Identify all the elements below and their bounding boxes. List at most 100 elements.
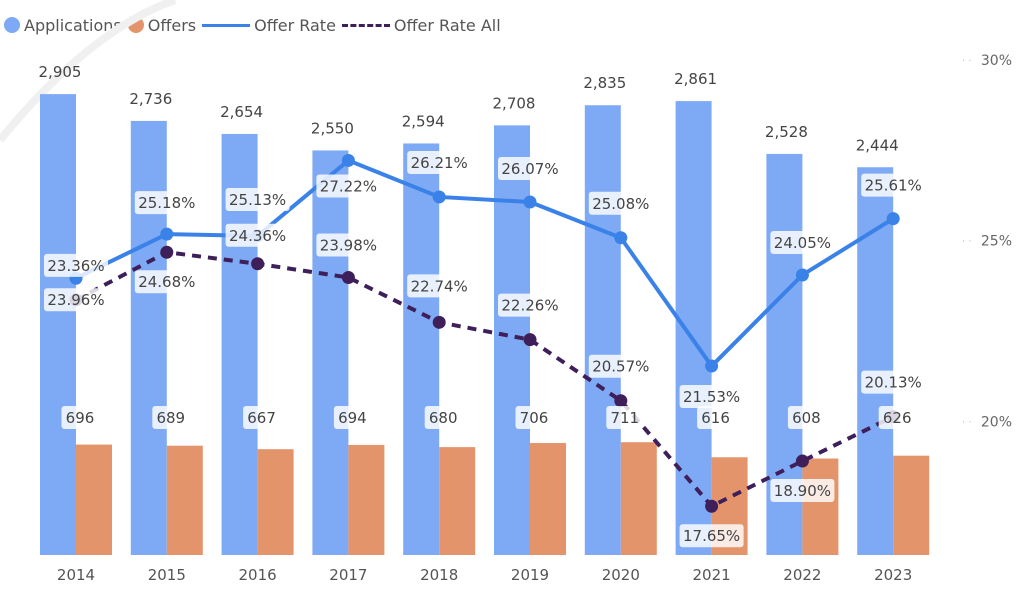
x-tick-label-2023: 2023 <box>874 566 912 584</box>
bar-offers-2015[interactable] <box>166 445 203 555</box>
data-label-offer-rate-2018: 26.21% <box>411 154 468 172</box>
y-right-tick-mark-0: · · <box>962 56 972 67</box>
data-label-offer-rate-2020-bg <box>588 191 653 215</box>
data-label-offer-rate-all-2018: 22.74% <box>411 277 468 295</box>
data-label-offer-rate-2016: 25.13% <box>229 191 286 209</box>
data-label-applications-2020: 2,835 <box>583 74 626 92</box>
data-label-offer-rate-all-2019: 22.26% <box>501 297 558 315</box>
x-tick-label-2022: 2022 <box>783 566 821 584</box>
data-label-offer-rate-all-2016-bg <box>225 223 290 247</box>
point-offer-rate-all-2019[interactable] <box>523 333 537 347</box>
legend-label-offer-rate-all: Offer Rate All <box>393 15 501 35</box>
y-right-tick-label-1: 25% <box>981 234 1012 250</box>
line-offer-rate[interactable] <box>75 158 895 369</box>
data-label-applications-2022: 2,528 <box>765 123 808 141</box>
bar-offers-2017[interactable] <box>348 444 385 555</box>
data-label-offer-rate-2023: 25.61% <box>865 177 922 195</box>
data-label-offer-rate-all-2021: 17.65% <box>683 527 740 545</box>
bar-offers-2023[interactable] <box>893 455 930 555</box>
legend: Applications Offers Offer Rate Offer Rat… <box>4 12 507 38</box>
data-label-offer-rate-2017: 27.22% <box>320 177 377 195</box>
data-label-offer-rate-2018-bg <box>407 150 472 174</box>
data-label-offers-2014: 696 <box>66 409 95 427</box>
point-offer-rate-all-2015[interactable] <box>160 245 174 259</box>
y-right-tick-mark-1: · · <box>962 237 972 248</box>
bar-applications-2018[interactable] <box>403 143 440 556</box>
data-label-applications-2019: 2,708 <box>493 94 536 112</box>
data-label-applications-2018: 2,594 <box>402 112 445 130</box>
line-offer-rate-all[interactable] <box>75 250 895 509</box>
bar-offers-2019[interactable] <box>530 442 566 555</box>
data-label-offers-2014-bg <box>61 406 99 429</box>
point-offer-rate-2015[interactable] <box>160 227 174 241</box>
bar-applications-2020[interactable] <box>584 105 621 556</box>
point-offer-rate-2017[interactable] <box>341 153 355 167</box>
data-label-offer-rate-2021: 21.53% <box>683 388 740 406</box>
watermark-arc <box>0 0 177 143</box>
data-label-applications-2016: 2,654 <box>220 103 263 121</box>
legend-item-offer-rate-all[interactable]: Offer Rate All <box>341 15 501 35</box>
data-label-offer-rate-all-2017-bg <box>316 233 381 257</box>
data-label-offer-rate-all-2017: 23.98% <box>320 237 377 255</box>
point-offer-rate-all-2022[interactable] <box>795 454 809 468</box>
point-offer-rate-2020[interactable] <box>614 231 628 245</box>
point-offer-rate-2023[interactable] <box>886 212 900 226</box>
data-label-offer-rate-2014: 23.96% <box>47 291 104 309</box>
point-offer-rate-all-2016[interactable] <box>251 257 265 271</box>
bar-applications-2023[interactable] <box>857 167 894 555</box>
bar-applications-2021[interactable] <box>675 101 712 556</box>
point-offer-rate-2019[interactable] <box>523 195 537 209</box>
data-label-offer-rate-2019-bg <box>498 156 562 180</box>
data-label-offer-rate-all-2016: 24.36% <box>229 227 286 245</box>
data-label-offers-2016-bg <box>243 406 281 429</box>
data-label-offer-rate-all-2015: 24.68% <box>138 273 195 291</box>
data-label-offers-2020: 711 <box>610 409 639 427</box>
legend-item-applications[interactable]: Applications <box>4 16 122 35</box>
point-offer-rate-2021[interactable] <box>705 359 719 373</box>
y-right-tick-mark-2: · · <box>962 417 972 428</box>
data-label-offer-rate-2015: 25.18% <box>138 194 195 212</box>
point-offer-rate-2018[interactable] <box>432 190 446 204</box>
data-label-offer-rate-all-2022-bg <box>770 479 835 503</box>
bar-applications-2014[interactable] <box>40 94 76 555</box>
bar-offers-2016[interactable] <box>257 449 294 555</box>
point-offer-rate-all-2017[interactable] <box>341 271 355 285</box>
bar-offers-2022[interactable] <box>802 458 839 555</box>
data-label-applications-2021: 2,861 <box>674 70 717 88</box>
data-label-offer-rate-2019: 26.07% <box>501 160 558 178</box>
bar-offers-2014[interactable] <box>76 444 112 555</box>
data-label-offer-rate-all-2020: 20.57% <box>592 358 649 376</box>
x-tick-label-2020: 2020 <box>602 566 640 584</box>
data-label-offers-2019-bg <box>515 406 553 429</box>
point-offer-rate-all-2020[interactable] <box>614 394 628 408</box>
data-label-offers-2016: 667 <box>247 409 276 427</box>
data-label-offers-2020-bg <box>606 406 644 429</box>
bar-offers-2020[interactable] <box>620 442 657 555</box>
data-label-offer-rate-2015-bg <box>134 191 199 215</box>
point-offer-rate-all-2021[interactable] <box>705 499 719 513</box>
x-tick-label-2021: 2021 <box>693 566 731 584</box>
x-tick-label-2018: 2018 <box>420 566 458 584</box>
data-label-offers-2015-bg <box>152 406 190 429</box>
bar-applications-2017[interactable] <box>312 150 349 556</box>
x-tick-label-2016: 2016 <box>239 566 277 584</box>
point-offer-rate-2022[interactable] <box>795 268 809 282</box>
data-label-applications-2014: 2,905 <box>39 63 82 81</box>
bar-offers-2018[interactable] <box>439 447 476 555</box>
x-tick-label-2019: 2019 <box>511 566 549 584</box>
y-right-tick-label-0: 30% <box>981 53 1012 69</box>
point-offer-rate-all-2018[interactable] <box>432 315 446 329</box>
data-label-offers-2021-bg <box>697 406 735 429</box>
data-label-applications-2015: 2,736 <box>129 90 172 108</box>
data-label-applications-2023: 2,444 <box>856 136 899 154</box>
data-label-offer-rate-all-2023: 20.13% <box>865 374 922 392</box>
data-label-offer-rate-all-2014: 23.36% <box>47 257 104 275</box>
bar-applications-2015[interactable] <box>130 120 167 555</box>
legend-item-offer-rate[interactable]: Offer Rate <box>202 16 336 35</box>
legend-label-offer-rate: Offer Rate <box>254 15 336 35</box>
data-label-offers-2022: 608 <box>792 409 821 427</box>
data-label-offer-rate-2021-bg <box>679 385 744 409</box>
data-label-offers-2015: 689 <box>156 409 185 427</box>
data-label-offers-2022-bg <box>787 406 825 429</box>
